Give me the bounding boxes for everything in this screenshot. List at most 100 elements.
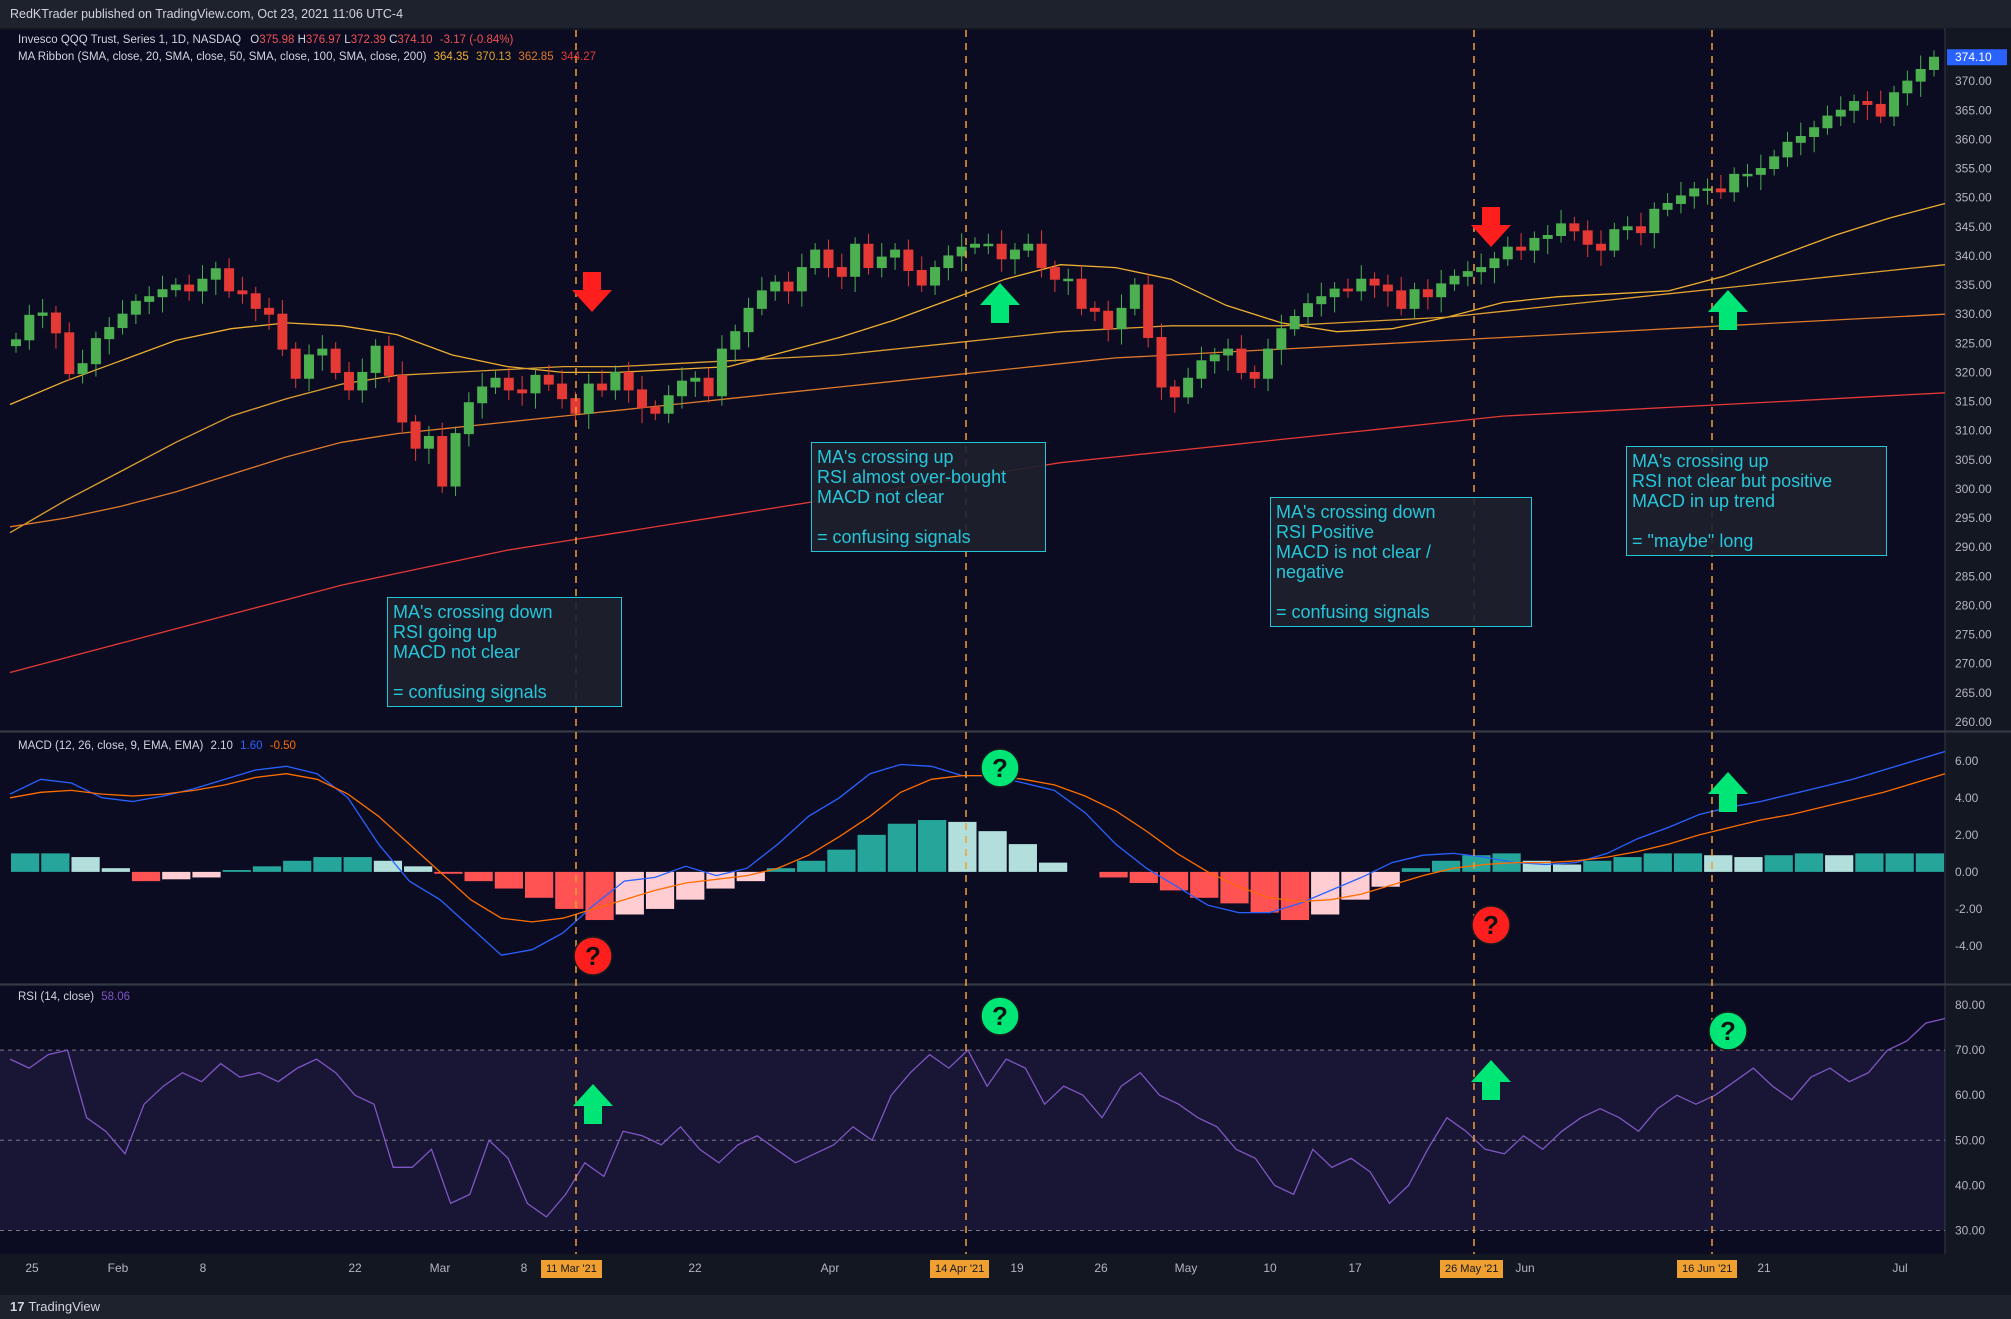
main-legend: Invesco QQQ Trust, Series 1, 1D, NASDAQ … [18, 34, 513, 46]
candle-body [1715, 188, 1726, 193]
candle-body [250, 293, 261, 309]
rsi-legend-title: RSI (14, close) [18, 991, 95, 1003]
macd-histogram-bar [464, 871, 493, 882]
ribbon-value-3: 362.85 [518, 51, 554, 63]
macd-signal-value: -0.50 [269, 740, 296, 752]
candle-body [1502, 246, 1513, 260]
candle-body [943, 255, 954, 269]
candle-body [930, 267, 941, 286]
date-badge-mar: 11 Mar '21 [541, 1260, 602, 1278]
macd-histogram-bar [918, 820, 947, 872]
time-tick-label: 26 [1094, 1261, 1108, 1275]
macd-histogram-bar [1583, 860, 1612, 872]
candle-body [1236, 348, 1247, 373]
rsi-band-fill [0, 1050, 1945, 1231]
candle-body [1542, 235, 1553, 239]
candle-body [1835, 109, 1846, 117]
rsi-tick-label: 50.00 [1955, 1133, 1985, 1147]
candle-body [1049, 267, 1060, 280]
footer: 17 TradingView [0, 1295, 2011, 1319]
ribbon-value-1: 364.35 [433, 51, 469, 63]
candle-body [1036, 243, 1047, 269]
candle-body [1675, 195, 1686, 204]
question-mark-glyph: ? [992, 753, 1008, 783]
candle-body [597, 383, 608, 391]
price-tick-label: 265.00 [1955, 686, 1992, 700]
candle-body [1929, 56, 1939, 70]
time-tick-label: 22 [688, 1261, 702, 1275]
macd-histogram-bar [1673, 853, 1703, 872]
time-tick-label: Jun [1515, 1261, 1534, 1275]
macd-histogram-bar [222, 870, 251, 872]
candle-body [37, 312, 48, 316]
time-tick-label: May [1175, 1261, 1198, 1275]
ma-line-sma-100 [9, 313, 1946, 528]
candle-body [1689, 188, 1700, 197]
legend-open: 375.98 [259, 34, 295, 46]
question-mark-icon [1471, 905, 1511, 945]
ribbon-legend: MA Ribbon (SMA, close, 20, SMA, close, 5… [18, 51, 596, 63]
candle-body [1915, 68, 1926, 82]
question-mark-glyph: ? [585, 941, 601, 971]
candle-body [663, 395, 674, 414]
candle-body [1103, 310, 1114, 330]
candle-body [1422, 289, 1433, 298]
candle-body [1849, 101, 1860, 111]
candle-body [383, 345, 394, 376]
time-tick-label: 19 [1010, 1261, 1024, 1275]
candle-body [1396, 290, 1407, 309]
time-tick-label: 10 [1263, 1261, 1277, 1275]
candle-body [1009, 249, 1020, 260]
macd-tick-label: -4.00 [1955, 939, 1983, 953]
chart-canvas[interactable]: ????? 260.00265.00270.00275.00280.00285.… [0, 28, 2011, 1295]
candle-body [530, 374, 541, 394]
date-badge-apr: 14 Apr '21 [930, 1260, 990, 1278]
candle-body [676, 380, 687, 397]
price-tick-label: 345.00 [1955, 220, 1992, 234]
candle-body [730, 331, 741, 350]
candle-body [1263, 348, 1274, 379]
legend-l-label: L [344, 34, 351, 46]
macd-histogram-bar [1764, 855, 1793, 872]
macd-histogram-bar [1734, 857, 1763, 872]
candle-body [703, 377, 714, 397]
rsi-tick-label: 70.00 [1955, 1043, 1985, 1057]
candle-body [1609, 229, 1620, 251]
up-arrow-icon [1708, 290, 1748, 330]
main-legend-title: Invesco QQQ Trust, Series 1, 1D, NASDAQ [18, 34, 242, 46]
macd-histogram-bar [1220, 871, 1249, 904]
ribbon-legend-title: MA Ribbon (SMA, close, 20, SMA, close, 5… [18, 51, 427, 63]
macd-histogram-bar [162, 871, 191, 880]
candle-body [24, 314, 35, 341]
note-april: MA's crossing up RSI almost over-bought … [811, 442, 1046, 552]
candle-body [783, 281, 794, 292]
price-tick-label: 370.00 [1955, 74, 1992, 88]
macd-histogram-bar [1129, 871, 1158, 883]
macd-histogram-bar [1099, 871, 1128, 878]
price-tick-label: 310.00 [1955, 424, 1992, 438]
macd-histogram-bar [1885, 853, 1914, 872]
candle-body [1489, 258, 1500, 269]
candle-body [197, 278, 208, 292]
time-tick-label: Apr [821, 1261, 840, 1275]
candle-body [1169, 386, 1180, 398]
price-tag-box [1947, 49, 2007, 66]
candle-body [903, 249, 914, 271]
candle-body [996, 243, 1007, 260]
candle-body [756, 290, 767, 309]
macd-histogram-bar [615, 871, 644, 915]
macd-histogram-bar [101, 868, 130, 872]
candle-body [1223, 348, 1234, 356]
question-mark-icon [1708, 1011, 1748, 1051]
candle-body [650, 406, 661, 414]
rsi-tick-label: 80.00 [1955, 998, 1985, 1012]
footer-brand: TradingView [28, 1299, 101, 1314]
candle-body [517, 389, 528, 394]
candle-body [157, 289, 168, 298]
candle-body [970, 243, 980, 248]
macd-histogram-bar [1159, 871, 1189, 891]
macd-tick-label: -2.00 [1955, 902, 1983, 916]
candle-body [1289, 316, 1300, 330]
question-mark-glyph: ? [1720, 1016, 1736, 1046]
macd-histogram-bar [131, 871, 161, 882]
